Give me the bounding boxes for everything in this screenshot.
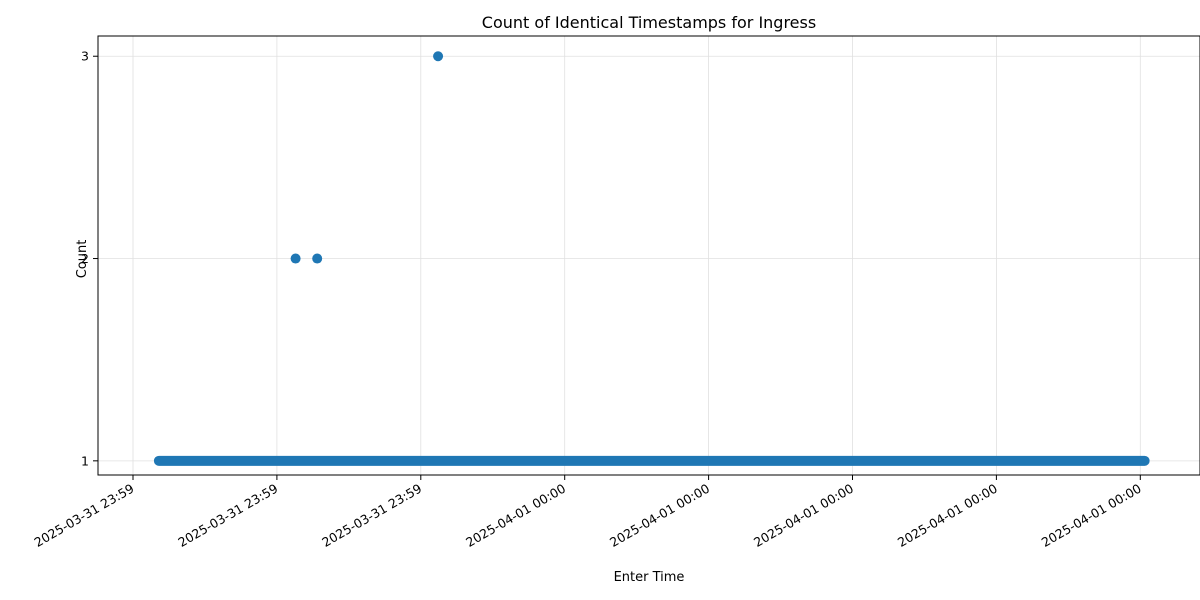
y-ticks: 1 2 3	[81, 49, 98, 468]
y-axis-label: Count	[75, 240, 90, 279]
x-tick-label: 2025-04-01 00:00	[607, 481, 712, 550]
data-point	[312, 253, 323, 264]
x-tick-label: 2025-04-01 00:00	[1039, 481, 1144, 550]
data-point	[433, 51, 444, 62]
y-tick-label: 2	[81, 251, 89, 266]
y-tick-label: 3	[81, 49, 89, 64]
grid-layer	[98, 36, 1200, 475]
x-tick-label: 2025-03-31 23:59	[319, 481, 424, 550]
x-tick-label: 2025-03-31 23:59	[175, 481, 280, 550]
x-tick-label: 2025-04-01 00:00	[463, 481, 568, 550]
y-tick-label: 1	[81, 453, 89, 468]
data-point-band	[153, 455, 1150, 466]
data-point	[290, 253, 301, 264]
x-tick-label: 2025-04-01 00:00	[751, 481, 856, 550]
plot-frame	[97, 35, 1200, 476]
chart-title: Count of Identical Timestamps for Ingres…	[482, 13, 816, 32]
x-tick-label: 2025-03-31 23:59	[31, 481, 136, 550]
x-ticks: 2025-03-31 23:59 2025-03-31 23:59 2025-03-…	[31, 475, 1144, 550]
x-tick-label: 2025-04-01 00:00	[895, 481, 1000, 550]
data-layer	[153, 51, 1150, 466]
x-axis-label: Enter Time	[614, 570, 685, 585]
